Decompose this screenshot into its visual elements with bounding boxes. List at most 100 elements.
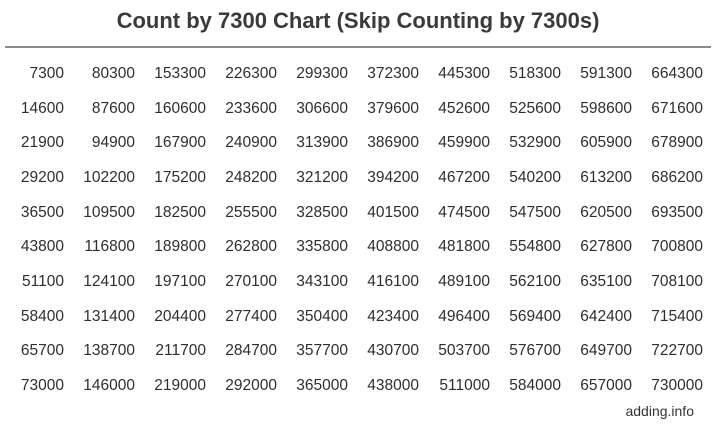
grid-row: 14600 87600 160600 233600 306600 379600 452600… xyxy=(0,97,703,132)
grid-cell: 255500 xyxy=(225,203,277,221)
grid-cell: 686200 xyxy=(651,168,703,186)
grid-row: 21900 94900 167900 240900 313900 386900 459900… xyxy=(0,131,703,166)
grid-cell: 642400 xyxy=(580,307,632,325)
grid-cell: 343100 xyxy=(296,272,348,290)
grid-cell: 576700 xyxy=(509,342,561,360)
grid-cell: 438000 xyxy=(367,376,419,394)
grid-cell: 496400 xyxy=(438,307,490,325)
grid-cell: 299300 xyxy=(296,65,348,82)
grid-cell: 467200 xyxy=(438,168,490,186)
grid-cell: 532900 xyxy=(509,134,561,152)
page-title: Count by 7300 Chart (Skip Counting by 73… xyxy=(116,8,600,33)
grid-cell: 562100 xyxy=(509,272,561,290)
grid-cell: 503700 xyxy=(438,342,490,360)
grid-cell: 474500 xyxy=(438,203,490,221)
grid-cell: 240900 xyxy=(225,134,277,152)
grid-cell: 489100 xyxy=(438,272,490,290)
grid-cell: 365000 xyxy=(296,376,348,394)
number-grid: 7300 80300 153300 226300 299300 372300 445300 5… xyxy=(0,62,703,409)
grid-cell: 197100 xyxy=(154,272,206,290)
grid-cell: 146000 xyxy=(83,376,135,394)
grid-cell: 292000 xyxy=(225,376,277,394)
grid-cell: 657000 xyxy=(580,376,632,394)
grid-cell: 211700 xyxy=(155,342,206,360)
grid-cell: 7300 xyxy=(29,65,64,82)
grid-row: 65700 138700 211700 284700 357700 430700 50370… xyxy=(0,339,703,374)
grid-cell: 233600 xyxy=(225,99,277,117)
grid-cell: 598600 xyxy=(580,99,632,117)
grid-cell: 36500 xyxy=(20,203,64,221)
grid-row: 29200 102200 175200 248200 321200 394200 46720… xyxy=(0,166,703,201)
grid-cell: 219000 xyxy=(154,376,206,394)
grid-cell: 94900 xyxy=(91,134,135,152)
grid-cell: 408800 xyxy=(367,238,419,256)
grid-cell: 481800 xyxy=(438,238,490,256)
grid-cell: 664300 xyxy=(651,65,703,82)
grid-cell: 678900 xyxy=(651,134,703,152)
grid-row: 51100 124100 197100 270100 343100 416100 48910… xyxy=(0,270,703,305)
grid-cell: 182500 xyxy=(154,203,206,221)
grid-cell: 73000 xyxy=(20,376,64,394)
grid-cell: 350400 xyxy=(296,307,348,325)
grid-cell: 262800 xyxy=(225,238,277,256)
grid-cell: 693500 xyxy=(651,203,703,221)
grid-cell: 58400 xyxy=(20,307,64,325)
grid-cell: 394200 xyxy=(367,168,419,186)
grid-cell: 65700 xyxy=(20,342,64,360)
grid-cell: 357700 xyxy=(296,342,348,360)
grid-cell: 189800 xyxy=(154,238,206,256)
grid-cell: 547500 xyxy=(509,203,561,221)
grid-cell: 43800 xyxy=(20,238,64,256)
grid-cell: 321200 xyxy=(296,168,348,186)
grid-cell: 226300 xyxy=(225,65,277,82)
grid-cell: 591300 xyxy=(580,65,632,82)
grid-cell: 386900 xyxy=(367,134,419,152)
grid-cell: 21900 xyxy=(20,134,64,152)
grid-cell: 51100 xyxy=(22,272,64,290)
grid-cell: 248200 xyxy=(225,168,277,186)
grid-cell: 277400 xyxy=(225,307,277,325)
grid-cell: 708100 xyxy=(651,272,703,290)
grid-cell: 306600 xyxy=(296,99,348,117)
grid-cell: 270100 xyxy=(225,272,277,290)
grid-cell: 131400 xyxy=(83,307,135,325)
grid-cell: 175200 xyxy=(154,168,206,186)
grid-cell: 452600 xyxy=(438,99,490,117)
divider xyxy=(5,46,711,48)
grid-cell: 459900 xyxy=(438,134,490,152)
grid-cell: 430700 xyxy=(367,342,419,360)
grid-cell: 124100 xyxy=(83,272,135,290)
grid-cell: 116800 xyxy=(84,238,135,256)
grid-cell: 401500 xyxy=(367,203,419,221)
grid-cell: 540200 xyxy=(509,168,561,186)
grid-row: 73000 146000 219000 292000 365000 438000 51100… xyxy=(0,374,703,409)
grid-cell: 328500 xyxy=(296,203,348,221)
grid-cell: 730000 xyxy=(651,376,703,394)
grid-cell: 605900 xyxy=(580,134,632,152)
grid-cell: 722700 xyxy=(651,342,703,360)
grid-cell: 204400 xyxy=(154,307,206,325)
grid-cell: 167900 xyxy=(154,134,206,152)
grid-cell: 569400 xyxy=(509,307,561,325)
grid-cell: 584000 xyxy=(509,376,561,394)
grid-cell: 554800 xyxy=(509,238,561,256)
grid-cell: 445300 xyxy=(438,65,490,82)
grid-cell: 613200 xyxy=(580,168,632,186)
grid-cell: 313900 xyxy=(296,134,348,152)
grid-cell: 627800 xyxy=(580,238,632,256)
grid-row: 36500 109500 182500 255500 328500 401500 47450… xyxy=(0,201,703,236)
grid-cell: 284700 xyxy=(225,342,277,360)
grid-cell: 525600 xyxy=(509,99,561,117)
grid-cell: 80300 xyxy=(91,65,135,82)
grid-cell: 14600 xyxy=(20,99,64,117)
grid-row: 58400 131400 204400 277400 350400 423400 49640… xyxy=(0,305,703,340)
grid-cell: 671600 xyxy=(651,99,703,117)
grid-row: 43800 116800 189800 262800 335800 408800 48180… xyxy=(0,235,703,270)
grid-cell: 87600 xyxy=(91,99,135,117)
grid-cell: 518300 xyxy=(509,65,561,82)
grid-cell: 416100 xyxy=(367,272,419,290)
grid-cell: 649700 xyxy=(580,342,632,360)
grid-cell: 160600 xyxy=(154,99,206,117)
grid-cell: 335800 xyxy=(296,238,348,256)
site-credit: adding.info xyxy=(625,403,694,419)
